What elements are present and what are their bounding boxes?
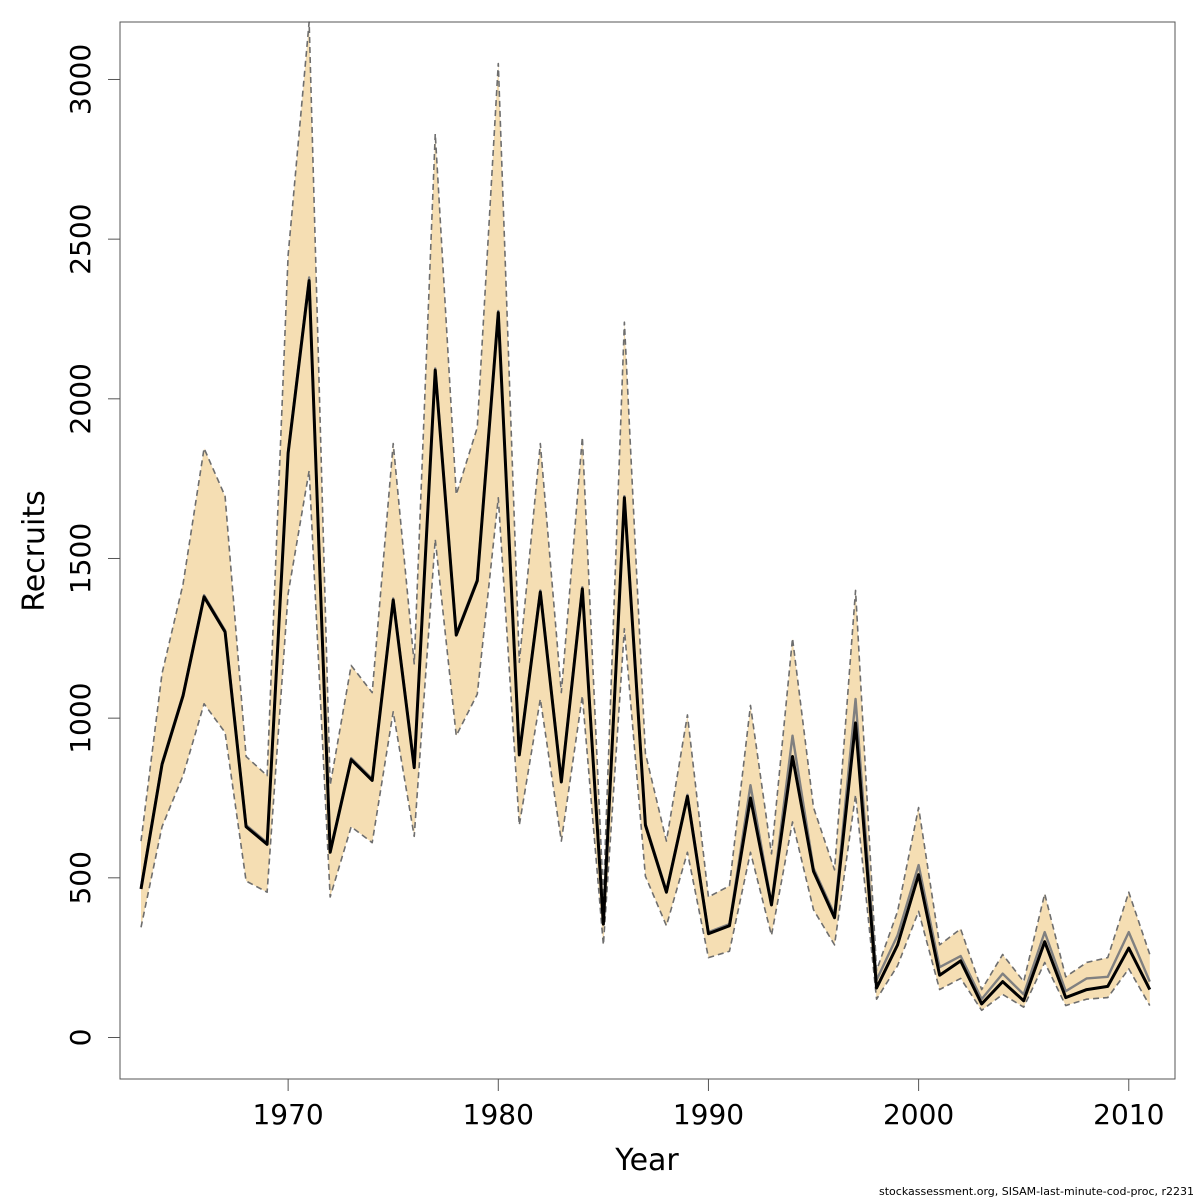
estimate-line bbox=[139, 279, 1152, 1006]
y-axis: 0 500 1000 1500 2000 2500 3000 bbox=[64, 44, 121, 1047]
y-tick-label: 2000 bbox=[64, 363, 97, 434]
y-tick-label: 1500 bbox=[64, 523, 97, 594]
y-tick-label: 500 bbox=[64, 851, 97, 904]
credit-footer: stockassessment.org, SISAM-last-minute-c… bbox=[879, 1185, 1194, 1198]
y-tick-label: 2500 bbox=[64, 204, 97, 275]
x-tick-label: 1980 bbox=[463, 1098, 534, 1131]
y-tick-label: 0 bbox=[64, 1029, 97, 1047]
y-axis-title: Recruits bbox=[17, 490, 52, 612]
x-tick-label: 1990 bbox=[673, 1098, 744, 1131]
x-tick-label: 1970 bbox=[252, 1098, 323, 1131]
confidence-band bbox=[141, 22, 1150, 1011]
x-axis-title: Year bbox=[614, 1143, 679, 1178]
confidence-band-area bbox=[141, 22, 1150, 1011]
y-tick-label: 1000 bbox=[64, 683, 97, 754]
lower-bound-line bbox=[140, 469, 1151, 1012]
x-tick-label: 2010 bbox=[1093, 1098, 1164, 1131]
x-axis: 1970 1980 1990 2000 2010 bbox=[252, 1078, 1164, 1131]
y-tick-label: 3000 bbox=[64, 44, 97, 115]
x-tick-label: 2000 bbox=[883, 1098, 954, 1131]
